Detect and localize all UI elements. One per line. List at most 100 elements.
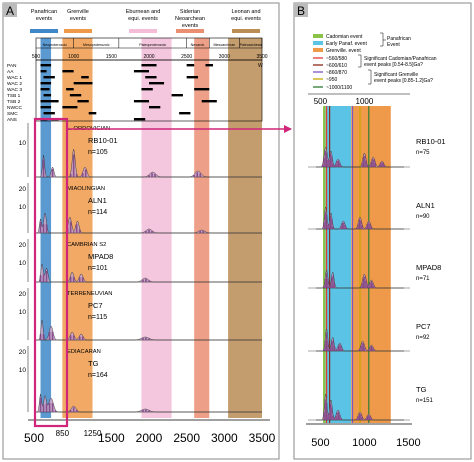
b-bar-3-10 (336, 348, 338, 351)
panel-a: PanafricaneventsGrenvilleeventsEburnean … (7, 9, 276, 445)
event-swatch-4 (232, 29, 260, 33)
b-bar-1-3 (327, 224, 329, 229)
sample-age-1: MIAOLINGIAN (67, 186, 105, 192)
b-bar-0-0 (322, 164, 324, 167)
event-band-4 (228, 38, 262, 418)
b-bar-4-11 (337, 411, 340, 420)
ref-bar-2-3 (186, 76, 198, 79)
event-swatch-2 (129, 29, 157, 33)
b-bar-4-22 (369, 416, 371, 420)
b-bar-4-1 (324, 399, 326, 420)
sample-name-3: PC7 (88, 301, 103, 310)
sample-bar-0-11 (196, 172, 199, 177)
sample-curve-0 (36, 148, 262, 178)
legend-swatch-0 (313, 34, 323, 38)
b-bar-2-7 (332, 275, 334, 288)
y-tick-1-0: 20 (19, 186, 27, 193)
sample-bar-1-1 (42, 224, 45, 233)
ref-bar-3-2 (149, 82, 165, 85)
sample-age-3: TERRENEUVIAN (67, 291, 112, 297)
period-label-4: Mesoarchean (213, 43, 235, 47)
b-bar-0-2 (324, 150, 326, 167)
b-bar-1-14 (357, 223, 359, 229)
sample-bar-3-8 (142, 337, 144, 340)
sample-bar-3-3 (51, 331, 54, 340)
b-bar-2-19 (373, 285, 375, 288)
ref-bar-7-2 (149, 106, 161, 109)
sample-bar-3-6 (78, 336, 81, 340)
b-bar-3-0 (323, 349, 325, 351)
b-bar-4-0 (323, 412, 325, 420)
b-bar-2-18 (372, 282, 374, 288)
ref-bar-0-3 (205, 64, 214, 67)
event-band-2 (141, 38, 172, 418)
legend-label-2: Grenville. event (326, 48, 361, 54)
zoom-rect (33, 117, 69, 428)
sample-bar-4-5 (54, 410, 57, 412)
period-label-5: Paleoarchean (240, 43, 262, 47)
sample-bar-4-8 (75, 410, 78, 412)
sig2-2: event peaks [0.85-1.2]Ga? (374, 78, 433, 84)
b-bar-3-20 (368, 349, 370, 351)
sample-bar-2-2 (45, 270, 48, 282)
ref-bar-9-2 (133, 118, 146, 121)
b-bar-1-9 (341, 222, 343, 229)
b-bar-1-0 (323, 222, 325, 229)
b-bar-2-12 (364, 276, 366, 288)
b-bar-0-1 (323, 157, 325, 167)
b-bar-2-4 (328, 285, 330, 288)
x-tick-a-7: 3500 (249, 431, 276, 445)
ref-label-2: WAC 1 (7, 75, 22, 81)
b-bar-3-8 (333, 346, 336, 351)
b-bar-0-25 (378, 165, 380, 167)
b-bar-4-23 (370, 418, 373, 420)
panafrican-brace-1: Panafrican (387, 36, 411, 42)
b-bar-2-0 (323, 285, 325, 288)
event-label-2: Eburnean and (126, 9, 161, 15)
b-bar-3-22 (370, 345, 373, 351)
ref-bar-4-2 (141, 88, 153, 91)
ref-bar-4-0 (40, 88, 50, 91)
ref-label-4: WAC 3 (7, 87, 22, 93)
sample-bar-0-2 (69, 173, 72, 177)
sample-bar-1-11 (199, 230, 202, 233)
b-bar-0-6 (329, 153, 332, 167)
event-label2-0: events (36, 16, 52, 22)
ref-bar-8-1 (88, 112, 97, 115)
sample-bar-0-1 (51, 169, 54, 177)
top-tick-3: 2000 (143, 54, 154, 60)
sample-bar-1-12 (202, 230, 205, 233)
panel-b-frame (293, 2, 472, 460)
sample-bar-4-6 (69, 410, 72, 412)
x-tick-b-2: 1500 (396, 437, 420, 449)
b-sample-n-3: n=92 (416, 335, 430, 341)
sample-bar-4-7 (72, 407, 75, 412)
sample-bar-4-1 (42, 404, 45, 412)
b-bar-2-14 (366, 284, 369, 288)
b-bar-2-6 (331, 277, 333, 288)
ref-bar-0-1 (141, 64, 157, 67)
sig-brace-2 (368, 69, 372, 85)
x-tick-a-6: 3000 (211, 431, 238, 445)
b-bar-4-4 (328, 412, 330, 420)
y-tick-4-0: 20 (19, 349, 27, 356)
b-bar-1-8 (340, 225, 342, 229)
b-bar-4-9 (335, 416, 337, 420)
sample-bar-3-10 (148, 338, 150, 340)
b-bar-4-17 (360, 413, 362, 420)
x-tick-b-1: 1000 (352, 437, 376, 449)
sample-bar-3-7 (81, 336, 84, 340)
ref-label-9: ANS (7, 117, 17, 123)
event-label-0: Panafrican (31, 9, 57, 15)
top-tick-6: 3500 (256, 54, 267, 60)
top-tick-2: 1500 (106, 54, 117, 60)
ref-bar-5-0 (43, 94, 52, 97)
sample-bar-2-0 (39, 275, 42, 282)
b-bar-3-5 (329, 347, 332, 351)
b-bar-1-21 (369, 223, 371, 229)
sample-n-0: n=105 (88, 149, 108, 156)
y-tick-2-1: 10 (19, 260, 27, 267)
b-bar-4-7 (332, 415, 334, 420)
ref-bar-2-2 (145, 76, 157, 79)
sample-bar-4-10 (145, 409, 147, 412)
